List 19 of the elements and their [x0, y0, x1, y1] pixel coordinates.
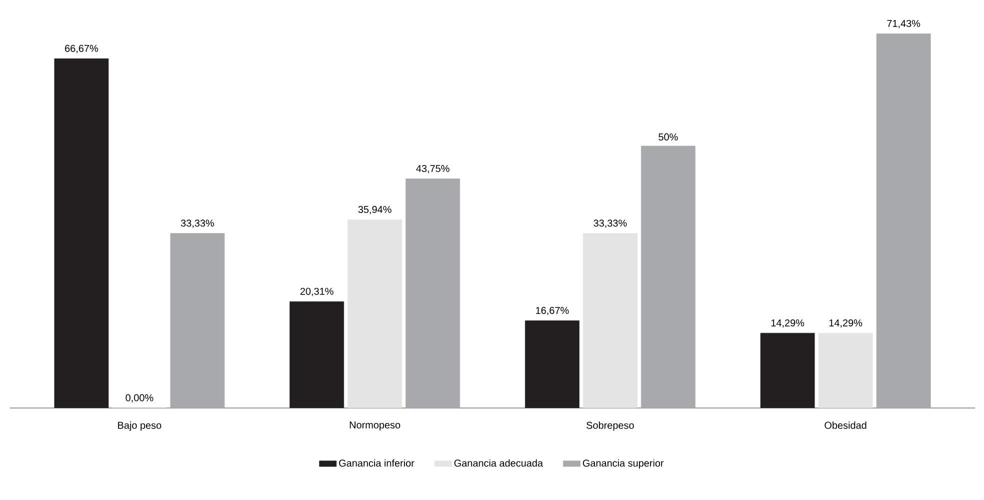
legend-label: Ganancia superior [582, 459, 664, 469]
x-tick-label: Bajo peso [118, 422, 162, 431]
x-tick-label: Sobrepeso [586, 422, 634, 431]
legend-label: Ganancia adecuada [454, 459, 544, 467]
data-label: 0,00% [126, 394, 154, 402]
legend-label: Ganancia inferior [339, 459, 414, 467]
data-label: 66,67% [65, 44, 98, 54]
data-label: 43,75% [416, 165, 450, 174]
data-label: 20,31% [300, 288, 334, 296]
data-label: 33,33% [594, 220, 627, 228]
data-label: 71,43% [887, 20, 920, 28]
data-label: 14,29% [829, 319, 862, 328]
x-tick-label: Normopeso [350, 422, 400, 430]
data-label: 16,67% [536, 306, 569, 316]
data-label: 14,29% [771, 319, 804, 328]
data-label: 33,33% [180, 220, 214, 228]
x-tick-label: Obesidad [824, 422, 866, 429]
data-label: 50% [658, 133, 678, 140]
data-label: 35,94% [358, 206, 392, 214]
